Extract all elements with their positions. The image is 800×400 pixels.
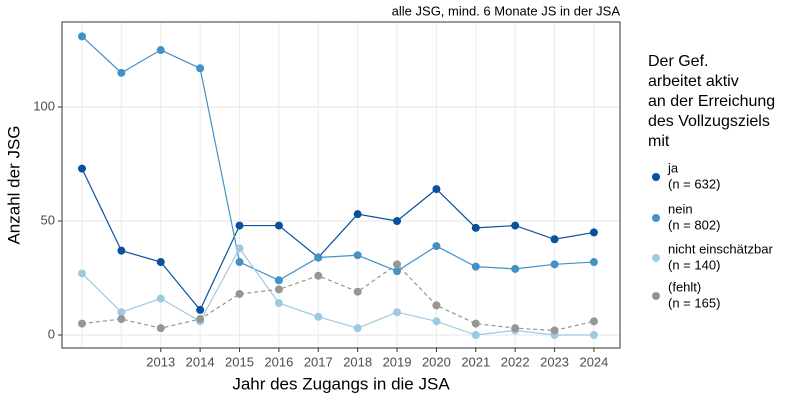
- legend-count: (n = 140): [668, 257, 720, 272]
- plot-background: [62, 22, 620, 348]
- legend-count: (n = 632): [668, 176, 720, 191]
- legend-label: ja: [667, 160, 679, 175]
- data-point: [589, 228, 598, 237]
- data-point: [156, 294, 165, 303]
- data-point: [117, 68, 126, 77]
- data-point: [196, 305, 205, 314]
- data-point: [274, 221, 283, 230]
- data-point: [235, 221, 244, 230]
- data-point: [196, 64, 205, 73]
- legend-title: arbeitet aktiv: [648, 73, 739, 90]
- data-point: [196, 315, 205, 324]
- data-point: [393, 308, 402, 317]
- data-point: [274, 276, 283, 285]
- data-point: [117, 308, 126, 317]
- x-tick-label: 2014: [186, 354, 215, 369]
- y-tick-label: 0: [48, 326, 55, 341]
- series-line: [81, 168, 595, 312]
- series-line: [81, 35, 594, 281]
- x-tick-label: 2015: [225, 354, 254, 369]
- data-point: [78, 269, 86, 278]
- x-axis-label: Jahr des Zugangs in die JSA: [232, 374, 450, 393]
- data-point: [353, 324, 362, 333]
- x-tick-label: 2020: [422, 354, 451, 369]
- data-point: [550, 260, 559, 269]
- data-point: [471, 331, 480, 340]
- data-point: [353, 287, 362, 296]
- data-point: [314, 312, 323, 321]
- data-point: [314, 271, 323, 280]
- y-axis-label: Anzahl der JSG: [4, 125, 23, 244]
- data-point: [432, 185, 441, 194]
- legend-marker: [652, 173, 660, 181]
- data-point: [393, 260, 402, 269]
- data-point: [511, 221, 520, 230]
- data-point: [589, 317, 598, 326]
- x-tick-label: 2018: [343, 354, 372, 369]
- data-point: [550, 235, 559, 244]
- data-point: [432, 301, 441, 310]
- data-point: [353, 251, 362, 260]
- data-point: [235, 258, 244, 267]
- data-point: [471, 223, 480, 232]
- data-point: [589, 331, 598, 340]
- data-point: [235, 289, 244, 298]
- data-point: [511, 264, 520, 273]
- data-point: [78, 319, 86, 328]
- legend-label: (fehlt): [668, 279, 701, 294]
- y-tick-label: 50: [41, 212, 55, 227]
- legend-count: (n = 165): [668, 295, 720, 310]
- data-point: [274, 285, 283, 294]
- data-point: [78, 164, 86, 173]
- data-point: [117, 315, 126, 324]
- data-point: [78, 32, 86, 41]
- y-tick-label: 100: [33, 98, 55, 113]
- data-point: [156, 46, 165, 55]
- data-point: [550, 326, 559, 335]
- legend-marker: [652, 214, 660, 222]
- data-point: [235, 244, 244, 253]
- legend-label: nein: [668, 201, 693, 216]
- data-point: [393, 217, 402, 226]
- data-point: [156, 324, 165, 333]
- plot-border: [61, 21, 621, 349]
- chart-subtitle: alle JSG, mind. 6 Monate JS in der JSA: [392, 3, 621, 18]
- data-point: [432, 317, 441, 326]
- data-point: [314, 253, 323, 262]
- legend-title: mit: [648, 133, 670, 150]
- data-point: [471, 262, 480, 271]
- legend-label: nicht einschätzbar: [668, 241, 773, 256]
- legend-title: Der Gef.: [648, 53, 708, 70]
- legend-marker: [652, 292, 660, 300]
- x-tick-label: 2013: [146, 354, 175, 369]
- legend-count: (n = 802): [668, 217, 720, 232]
- data-point: [353, 210, 362, 219]
- data-point: [274, 299, 283, 308]
- x-tick-label: 2022: [501, 354, 530, 369]
- x-tick-label: 2023: [540, 354, 569, 369]
- legend-marker: [652, 254, 660, 262]
- x-tick-label: 2021: [461, 354, 490, 369]
- legend-title: an der Erreichung: [648, 93, 775, 110]
- data-point: [471, 319, 480, 328]
- data-point: [393, 267, 402, 276]
- data-point: [117, 246, 126, 255]
- data-point: [432, 242, 441, 251]
- x-tick-label: 2019: [383, 354, 412, 369]
- x-tick-label: 2016: [264, 354, 293, 369]
- data-point: [156, 258, 165, 267]
- series-line: [81, 263, 595, 332]
- data-point: [589, 258, 598, 267]
- x-tick-label: 2024: [579, 354, 608, 369]
- x-tick-label: 2017: [304, 354, 333, 369]
- legend-title: des Vollzugsziels: [648, 113, 770, 130]
- series-line: [81, 247, 594, 336]
- data-point: [511, 324, 520, 333]
